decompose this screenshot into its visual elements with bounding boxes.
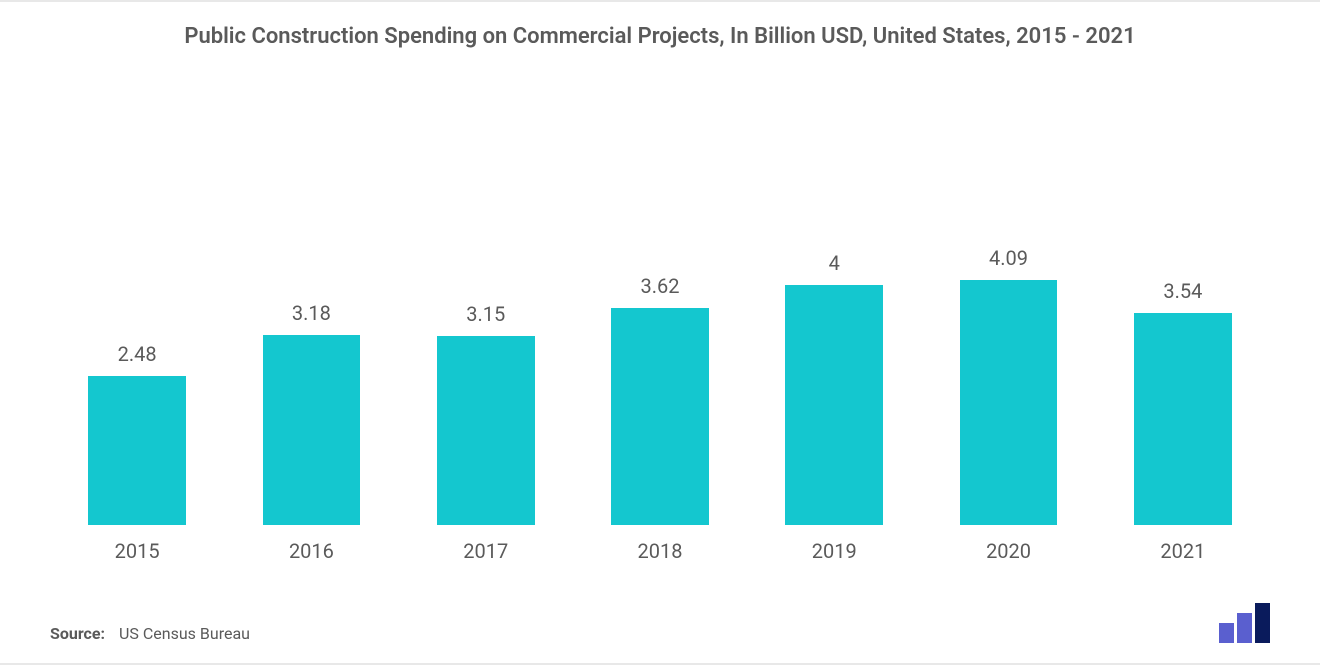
bar-category-label: 2020 xyxy=(986,539,1031,563)
chart-title: Public Construction Spending on Commerci… xyxy=(50,22,1270,62)
bar-category-label: 2016 xyxy=(289,539,334,563)
bar-group: 3.15 2017 xyxy=(399,172,573,563)
source-label: Source: xyxy=(50,624,105,643)
bar-category-label: 2021 xyxy=(1160,539,1205,563)
bar-category-label: 2015 xyxy=(115,539,160,563)
source-citation: Source: US Census Bureau xyxy=(50,624,250,643)
source-text: US Census Bureau xyxy=(119,624,250,643)
bar-value-label: 3.54 xyxy=(1163,279,1202,303)
bar-group: 4 2019 xyxy=(747,172,921,563)
chart-footer: Source: US Census Bureau xyxy=(50,563,1270,643)
bar xyxy=(785,285,883,525)
bar-value-label: 3.15 xyxy=(466,302,505,326)
bar xyxy=(437,336,535,525)
bar xyxy=(263,335,361,525)
bar-value-label: 3.62 xyxy=(640,274,679,298)
bar xyxy=(1134,313,1232,525)
logo-bar-icon xyxy=(1237,613,1252,643)
brand-logo-icon xyxy=(1219,603,1270,643)
bar-group: 3.18 2016 xyxy=(224,172,398,563)
bar-group: 3.62 2018 xyxy=(573,172,747,563)
bar-category-label: 2018 xyxy=(638,539,683,563)
bar-category-label: 2019 xyxy=(812,539,857,563)
bar-group: 3.54 2021 xyxy=(1096,172,1270,563)
bar-category-label: 2017 xyxy=(463,539,508,563)
bar-value-label: 4 xyxy=(829,251,840,275)
bar-group: 4.09 2020 xyxy=(921,172,1095,563)
logo-bar-icon xyxy=(1219,623,1234,643)
bar-group: 2.48 2015 xyxy=(50,172,224,563)
bar xyxy=(611,308,709,525)
bar-value-label: 4.09 xyxy=(989,246,1028,270)
bar xyxy=(88,376,186,525)
bar-value-label: 3.18 xyxy=(292,301,331,325)
logo-bar-icon xyxy=(1255,603,1270,643)
chart-plot-area: 2.48 2015 3.18 2016 3.15 2017 3.62 2018 4 2019 4.0… xyxy=(50,62,1270,563)
bar xyxy=(960,280,1058,525)
chart-container: Public Construction Spending on Commerci… xyxy=(0,0,1320,665)
bar-value-label: 2.48 xyxy=(118,342,157,366)
